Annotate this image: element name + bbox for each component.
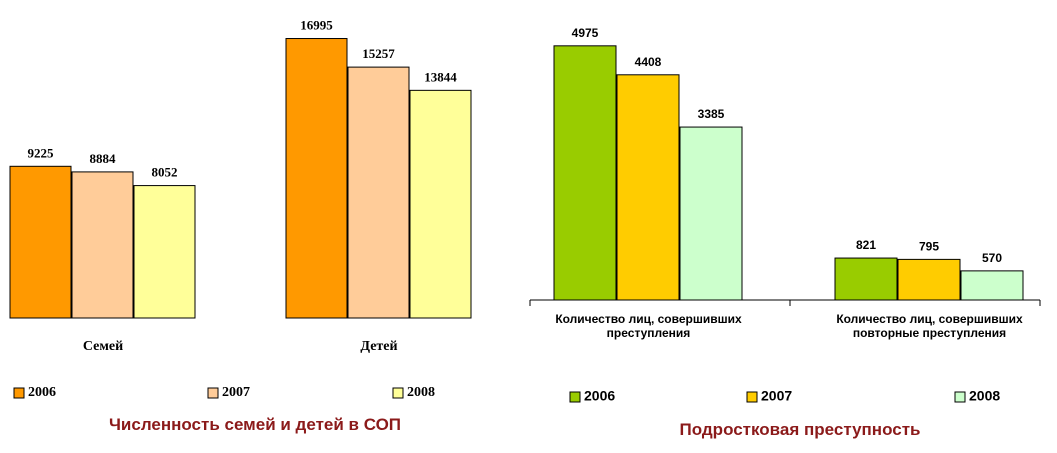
legend-swatch bbox=[13, 387, 25, 399]
legend-label: 2006 bbox=[584, 388, 615, 404]
bar bbox=[553, 45, 617, 301]
value-label: 8884 bbox=[90, 151, 117, 166]
bar bbox=[960, 270, 1024, 301]
value-label: 13844 bbox=[424, 69, 457, 84]
value-label: 4975 bbox=[572, 26, 599, 40]
category-label: Семей bbox=[82, 339, 124, 354]
legend-label: 2007 bbox=[222, 385, 250, 400]
bar bbox=[897, 258, 961, 301]
legend-label: 2006 bbox=[28, 385, 56, 400]
value-label: 795 bbox=[919, 240, 939, 254]
value-label: 4408 bbox=[635, 55, 662, 69]
value-label: 8052 bbox=[152, 165, 178, 180]
bar bbox=[133, 185, 196, 319]
value-label: 15257 bbox=[362, 46, 395, 61]
value-label: 821 bbox=[856, 238, 876, 252]
bar bbox=[616, 74, 680, 301]
category-label: Количество лиц, совершивших преступления bbox=[555, 312, 742, 340]
category-label: Детей bbox=[360, 339, 398, 354]
bar bbox=[71, 171, 134, 319]
value-label: 3385 bbox=[698, 107, 725, 121]
legend-swatch bbox=[746, 391, 758, 403]
value-label: 16995 bbox=[300, 18, 333, 33]
legend-label: 2008 bbox=[969, 388, 1000, 404]
legend-label: 2008 bbox=[407, 385, 435, 400]
bar bbox=[679, 126, 743, 301]
bar bbox=[409, 89, 472, 319]
legend-swatch bbox=[392, 387, 404, 399]
legend-swatch bbox=[954, 391, 966, 403]
legend-label: 2007 bbox=[761, 388, 792, 404]
legend-swatch bbox=[207, 387, 219, 399]
category-label: Количество лиц, совершивших повторные пр… bbox=[836, 312, 1023, 340]
chart-title: Численность семей и детей в СОП bbox=[108, 415, 402, 434]
bar bbox=[834, 257, 898, 301]
bar bbox=[9, 165, 72, 319]
bar bbox=[347, 66, 410, 319]
legend-swatch bbox=[569, 391, 581, 403]
value-label: 570 bbox=[982, 251, 1002, 265]
bar bbox=[285, 38, 348, 319]
value-label: 9225 bbox=[28, 145, 55, 160]
chart-title: Подростковая преступность bbox=[679, 420, 921, 439]
